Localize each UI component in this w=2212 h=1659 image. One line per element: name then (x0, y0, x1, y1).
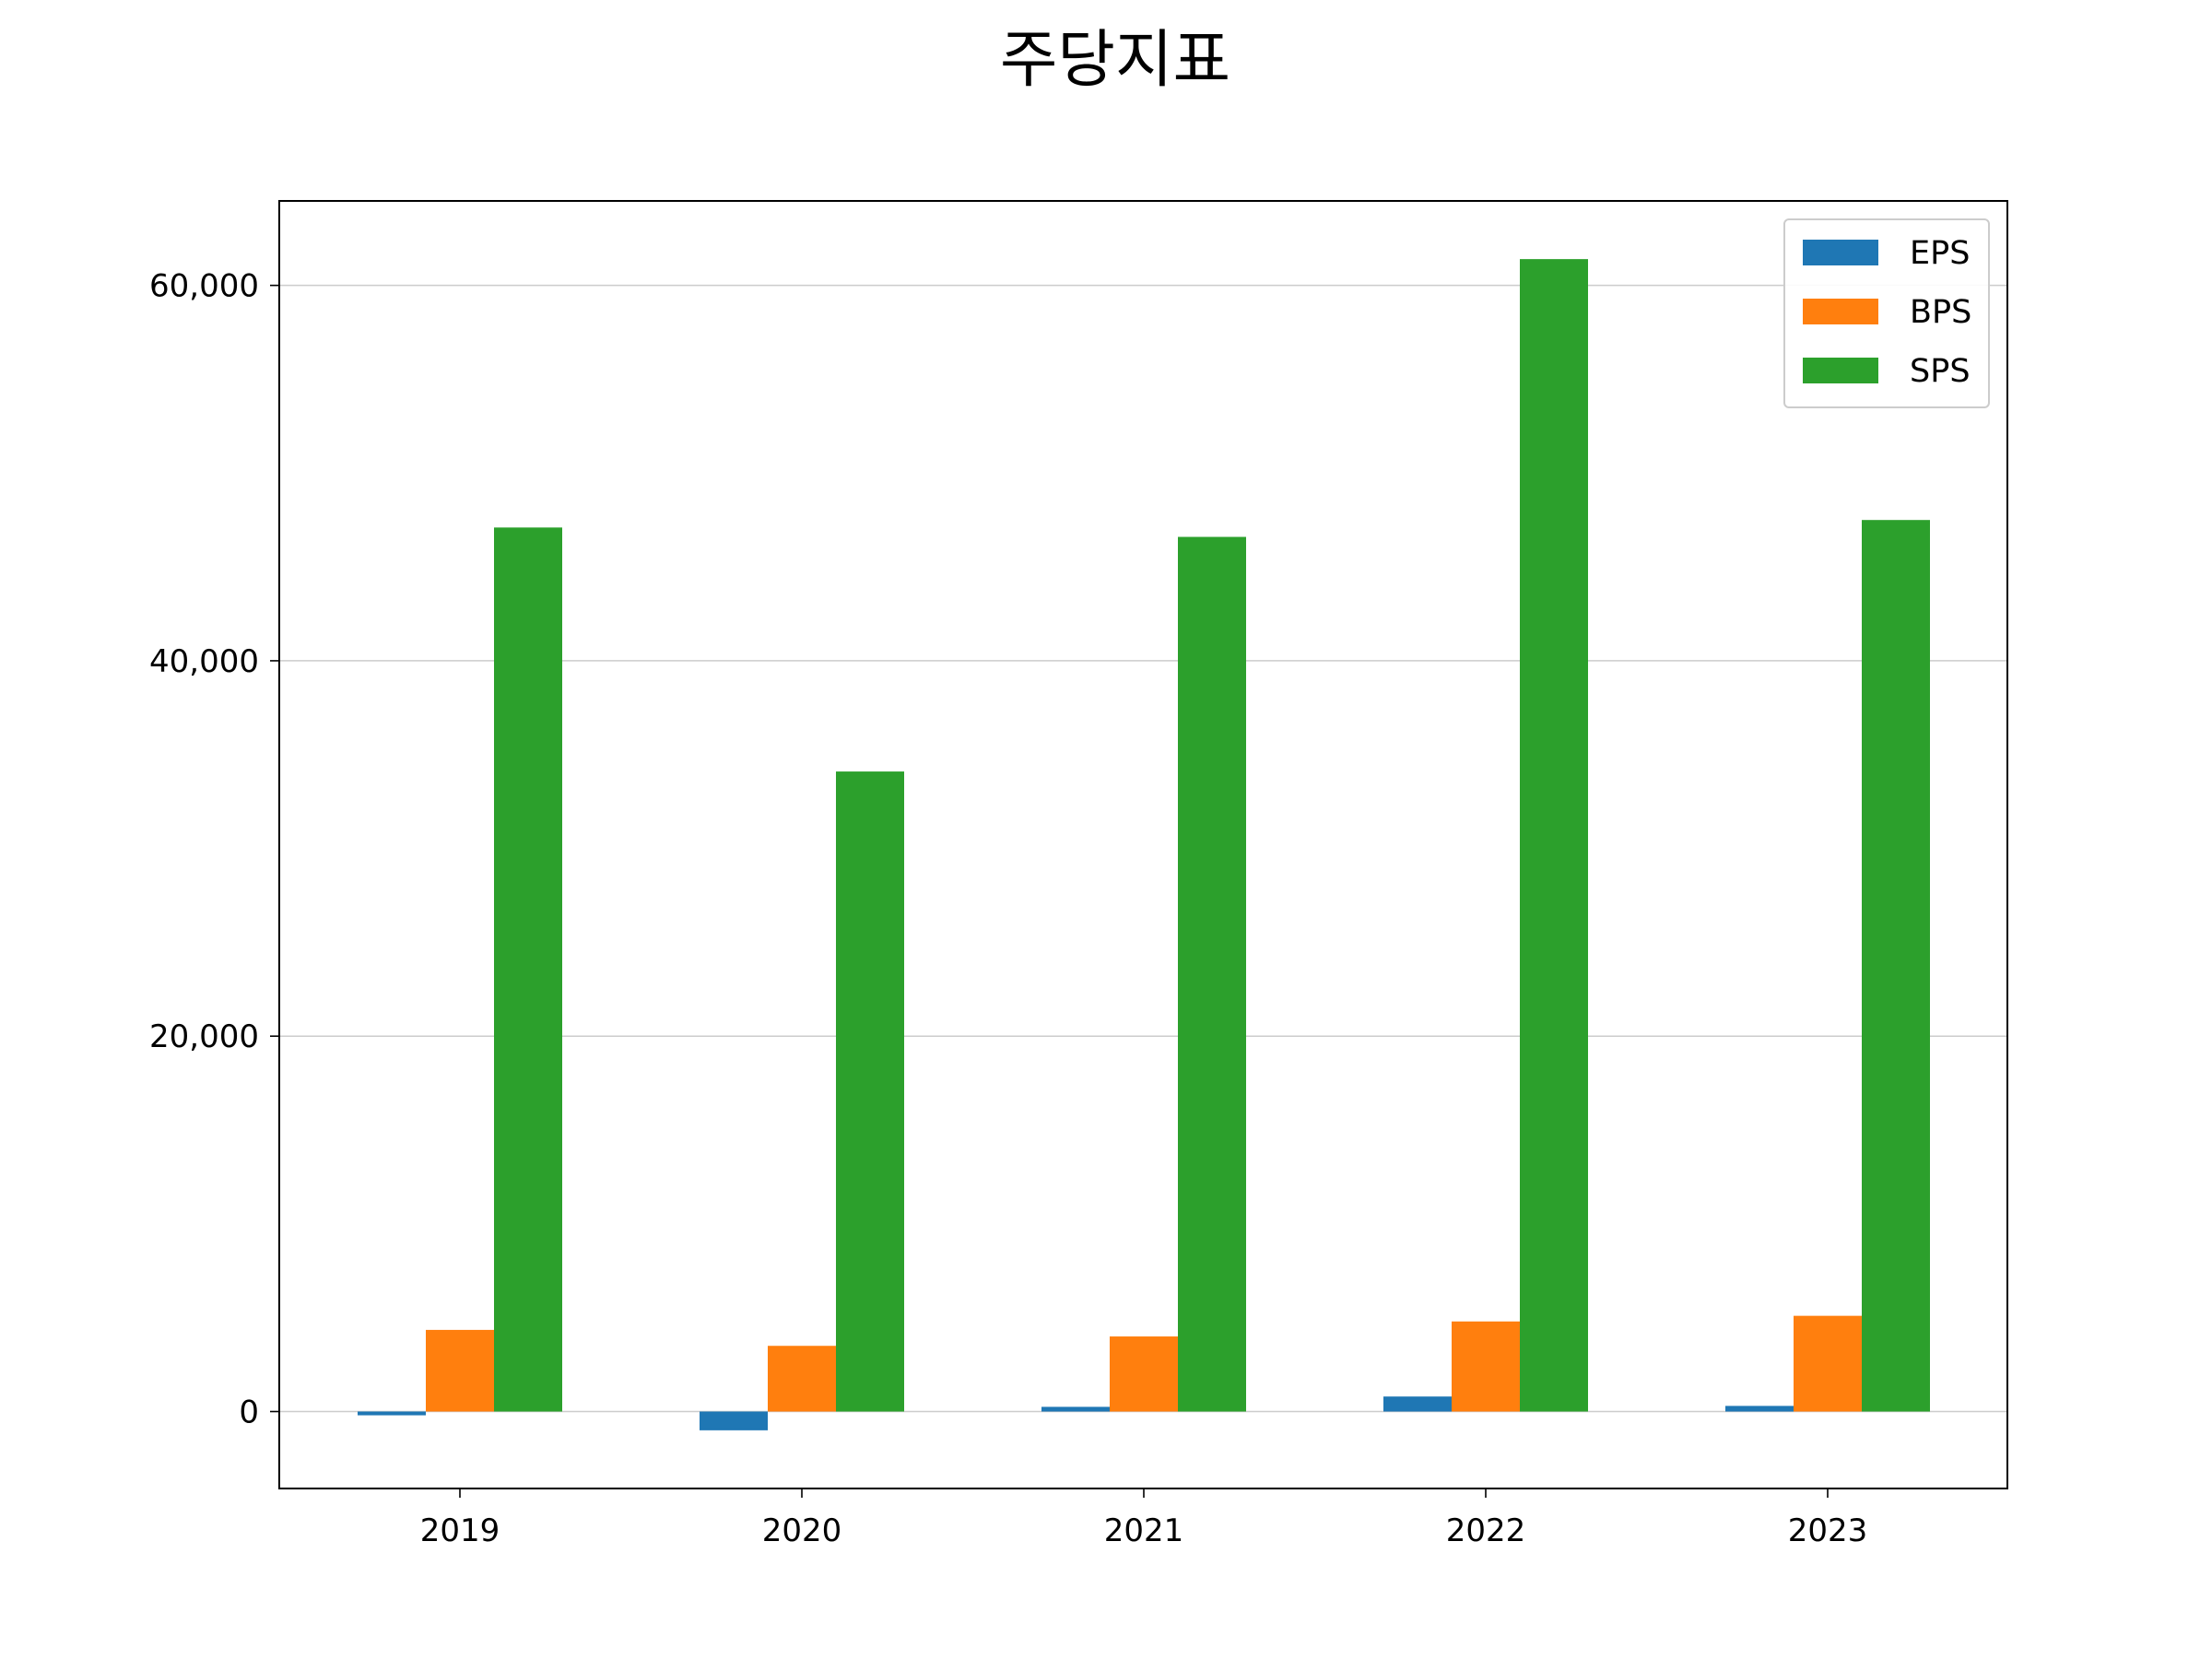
legend-label-bps: BPS (1910, 294, 1971, 331)
bar-eps-2023 (1725, 1406, 1794, 1412)
plot-frame (278, 200, 2008, 1489)
y-tick-label: 40,000 (149, 643, 259, 680)
legend-swatch-bps (1803, 299, 1878, 324)
bar-eps-2022 (1383, 1396, 1452, 1412)
bar-sps-2023 (1862, 520, 1930, 1412)
axes: 0 20,000 40,000 60,000 2019 2020 2021 2022 2023 (149, 200, 2008, 1549)
legend-swatch-sps (1803, 358, 1878, 383)
chart-title: 주당지표 (1000, 24, 1230, 97)
bar-eps-2020 (700, 1411, 768, 1430)
bar-eps-2021 (1041, 1406, 1110, 1412)
bar-bps-2022 (1452, 1321, 1520, 1412)
y-tick-label: 20,000 (149, 1018, 259, 1055)
bar-bps-2019 (426, 1329, 494, 1412)
bar-sps-2022 (1520, 259, 1588, 1412)
legend: EPS BPS SPS (1783, 218, 1990, 408)
y-tick-label: 0 (239, 1394, 259, 1431)
legend-label-sps: SPS (1910, 353, 1971, 390)
bar-bps-2023 (1794, 1315, 1862, 1412)
y-tick-label: 60,000 (149, 268, 259, 305)
bar-bps-2021 (1110, 1336, 1178, 1412)
bars (358, 259, 1930, 1430)
bar-sps-2019 (494, 527, 562, 1412)
x-tick-label: 2023 (1788, 1512, 1868, 1549)
bar-bps-2020 (768, 1346, 836, 1412)
legend-label-eps: EPS (1910, 235, 1970, 272)
x-tick-label: 2022 (1446, 1512, 1526, 1549)
bar-eps-2019 (358, 1411, 426, 1416)
x-tick-label: 2020 (762, 1512, 842, 1549)
bar-sps-2020 (836, 771, 904, 1412)
x-tick-label: 2021 (1104, 1512, 1184, 1549)
legend-swatch-eps (1803, 240, 1878, 265)
bar-sps-2021 (1178, 536, 1246, 1412)
x-tick-label: 2019 (420, 1512, 500, 1549)
